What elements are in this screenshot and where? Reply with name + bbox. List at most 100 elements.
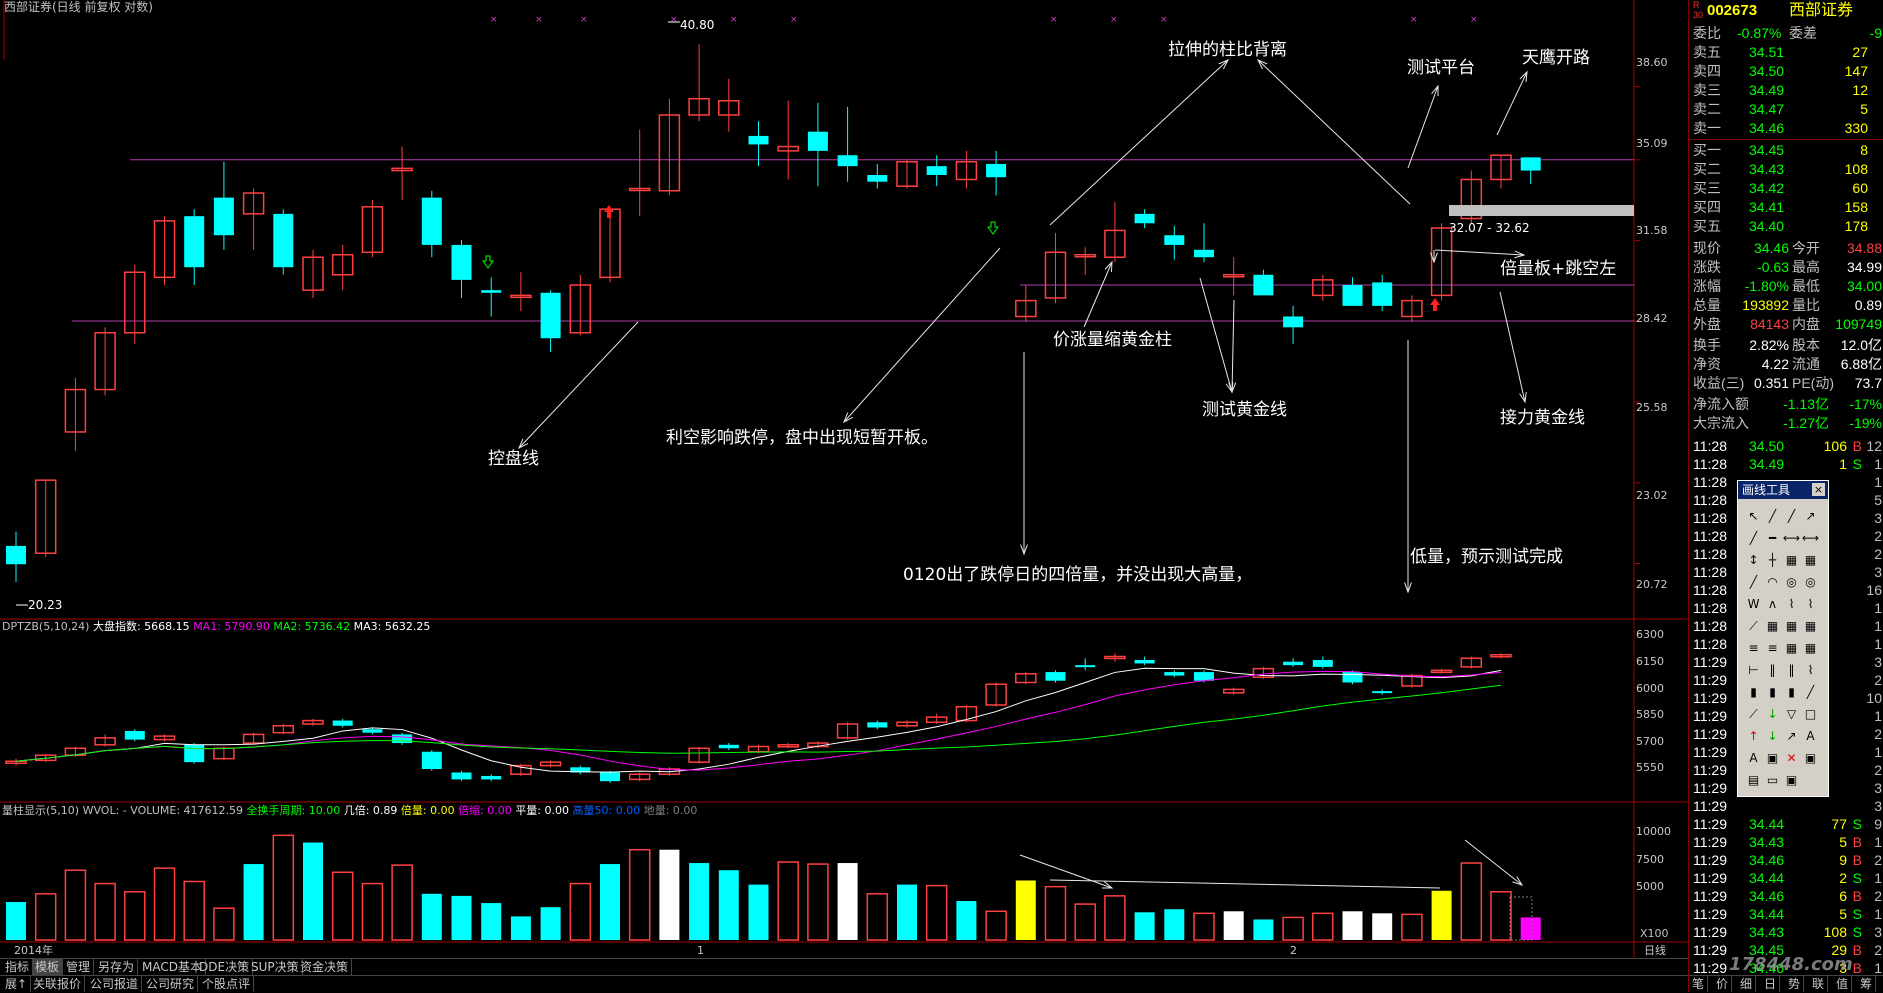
- stat-label: 外盘: [1693, 316, 1721, 332]
- tick-price: 34.44: [1749, 816, 1785, 832]
- tab-indicator[interactable]: 指标: [2, 959, 34, 975]
- arc-icon[interactable]: ◠: [1767, 575, 1778, 589]
- stamp-icon[interactable]: ▣: [1766, 751, 1779, 765]
- fib-icon[interactable]: ▦: [1766, 619, 1779, 633]
- peak-icon[interactable]: ʌ: [1768, 597, 1777, 611]
- volume-bar: [1342, 911, 1363, 940]
- tab-expand[interactable]: 展↑: [2, 976, 32, 992]
- index-candle-body: [777, 744, 799, 748]
- grid-icon[interactable]: ▦: [1804, 553, 1817, 567]
- vline-icon[interactable]: ↕: [1748, 553, 1759, 567]
- quote-tab[interactable]: 价: [1713, 976, 1733, 992]
- tab-sup[interactable]: SUP决策: [248, 959, 303, 975]
- index-axis-label: 6300: [1636, 628, 1664, 641]
- up-arrow-icon[interactable]: ↑: [1748, 729, 1759, 743]
- cycle-icon[interactable]: ⌇: [1807, 663, 1814, 677]
- delete-icon[interactable]: ✕: [1786, 751, 1797, 765]
- cycle-icon[interactable]: ⌇: [1788, 597, 1795, 611]
- level-icon[interactable]: ≡: [1767, 641, 1778, 655]
- up-arrow-icon[interactable]: ↗: [1786, 729, 1797, 743]
- text-icon[interactable]: A: [1749, 751, 1758, 765]
- tick-time: 11:29: [1693, 708, 1727, 724]
- quote-tab[interactable]: 笔: [1689, 976, 1709, 992]
- ray-icon[interactable]: ╱: [1787, 509, 1796, 523]
- quote-tab[interactable]: 筹: [1857, 976, 1877, 992]
- candle-body: [540, 292, 561, 339]
- bracket-icon[interactable]: ⊢: [1748, 663, 1759, 677]
- triangle-icon[interactable]: ▽: [1786, 707, 1797, 721]
- bar-tool-icon[interactable]: ▭: [1766, 773, 1779, 787]
- line-icon[interactable]: ╱: [1768, 509, 1777, 523]
- chart-svg[interactable]: × × × × × × × × × × ×: [0, 0, 1688, 992]
- index-candle-body: [481, 775, 502, 780]
- quote-tab[interactable]: 细: [1737, 976, 1757, 992]
- hline-icon[interactable]: ━: [1768, 531, 1777, 545]
- image-icon[interactable]: ▣: [1785, 773, 1798, 787]
- blank-icon[interactable]: [1801, 769, 1820, 791]
- grid-icon[interactable]: ▦: [1785, 553, 1798, 567]
- pointer-icon[interactable]: ↖: [1748, 509, 1759, 523]
- tick-time: 11:28: [1693, 456, 1727, 472]
- spiral-icon[interactable]: ◎: [1805, 575, 1816, 589]
- kline-chart-area[interactable]: × × × × × × × × × × × 西部证券(日线 前复权 对数) 40.80 20.23 …: [0, 0, 1688, 992]
- down-arrow-icon[interactable]: ↓: [1767, 729, 1778, 743]
- tick-direction: S: [1852, 906, 1862, 922]
- parallel-icon[interactable]: ‖: [1788, 663, 1795, 677]
- index-candle-body: [332, 720, 353, 726]
- fan-icon[interactable]: ╱: [1806, 685, 1815, 699]
- rect-icon[interactable]: □: [1804, 707, 1817, 721]
- toolbox-close-icon[interactable]: ×: [1812, 483, 1825, 496]
- quote-tab[interactable]: 日: [1761, 976, 1781, 992]
- tick-volume: 3: [1839, 960, 1847, 976]
- range-icon[interactable]: ⟷: [1782, 531, 1801, 545]
- tab-related-quote[interactable]: 关联报价: [30, 976, 86, 992]
- text-icon[interactable]: A: [1806, 729, 1815, 743]
- quote-tab[interactable]: 值: [1833, 976, 1853, 992]
- r-badge-icon: R 30: [1693, 0, 1704, 20]
- arrow-icon[interactable]: ↗: [1805, 509, 1816, 523]
- tab-fund[interactable]: 资金决策: [297, 959, 353, 975]
- tab-company-report[interactable]: 公司报道: [87, 976, 143, 992]
- wave-icon[interactable]: W: [1747, 597, 1760, 611]
- volume-bar: [481, 903, 502, 940]
- trend-icon[interactable]: ╱: [1749, 575, 1758, 589]
- quote-tab[interactable]: 势: [1785, 976, 1805, 992]
- tab-dde[interactable]: DDE决策: [196, 959, 254, 975]
- tick-count: 3: [1874, 798, 1882, 814]
- quote-tab[interactable]: 联: [1809, 976, 1829, 992]
- lock-icon[interactable]: ▣: [1804, 751, 1817, 765]
- level-icon[interactable]: ≡: [1748, 641, 1759, 655]
- box-icon[interactable]: ▦: [1804, 641, 1817, 655]
- tab-stock-review[interactable]: 个股点评: [199, 976, 255, 992]
- stat-value: 193892: [1742, 297, 1789, 313]
- bar-icon[interactable]: ▮: [1769, 685, 1776, 699]
- parallel-icon[interactable]: ‖: [1769, 663, 1776, 677]
- tab-save-as[interactable]: 另存为: [95, 959, 139, 975]
- bar-icon[interactable]: ▮: [1788, 685, 1795, 699]
- volume-bar: [331, 871, 354, 941]
- fib-icon[interactable]: ▦: [1804, 619, 1817, 633]
- bar-icon[interactable]: ▮: [1750, 685, 1757, 699]
- box-icon[interactable]: ▦: [1785, 641, 1798, 655]
- tab-company-research[interactable]: 公司研究: [143, 976, 199, 992]
- extend-icon[interactable]: ⟷: [1801, 531, 1820, 545]
- quote-header: R 30 002673 西部证券: [1689, 0, 1883, 23]
- gann-icon[interactable]: ⟋: [1749, 707, 1758, 721]
- tab-macd[interactable]: MACD基本: [139, 959, 206, 975]
- index-ma3-line: [15, 684, 1502, 762]
- volume-bar: [510, 916, 531, 940]
- tab-manage[interactable]: 管理: [63, 959, 95, 975]
- note-icon[interactable]: ▤: [1747, 773, 1760, 787]
- cycle-icon[interactable]: ⌇: [1807, 597, 1814, 611]
- circle-icon[interactable]: ◎: [1786, 575, 1797, 589]
- fib-icon[interactable]: ▦: [1785, 619, 1798, 633]
- segment-icon[interactable]: ╱: [1749, 531, 1758, 545]
- volume-bar: [1520, 917, 1541, 940]
- tab-template[interactable]: 模板: [32, 959, 64, 975]
- cross-icon[interactable]: ┼: [1768, 553, 1777, 567]
- index-candle-body: [1283, 661, 1304, 666]
- channel-icon[interactable]: ⟋: [1749, 619, 1758, 633]
- down-arrow-icon[interactable]: ↓: [1767, 707, 1778, 721]
- price-axis-label: 20.72: [1636, 578, 1668, 591]
